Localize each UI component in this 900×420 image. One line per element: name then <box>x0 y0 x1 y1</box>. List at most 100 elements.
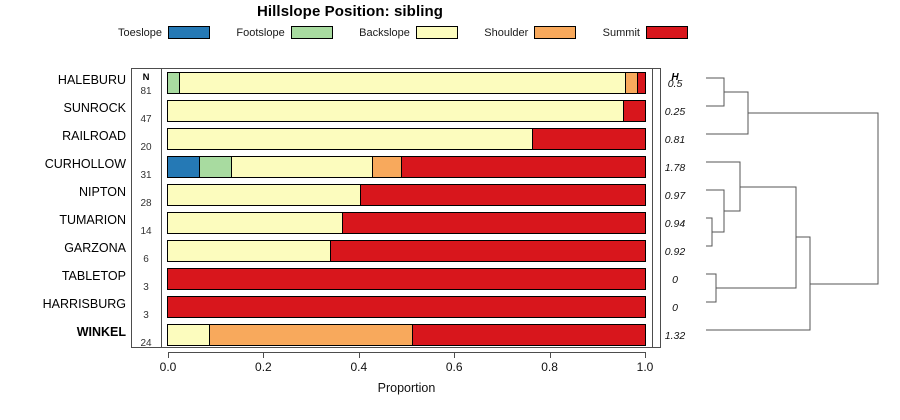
stacked-bar[interactable] <box>167 212 646 234</box>
bar-segment-summit[interactable] <box>168 269 645 289</box>
row-label-railroad: RAILROAD <box>62 129 126 143</box>
chart-row: HARRISBURG 3 0 <box>0 296 900 325</box>
legend-label: Backslope <box>359 26 410 39</box>
legend-label: Shoulder <box>484 26 529 39</box>
legend-label: Toeslope <box>118 26 163 39</box>
bar-segment-shoulder[interactable] <box>209 325 413 345</box>
dendro-link-haleburu-sunrock <box>706 77 725 107</box>
legend-label: Summit <box>602 26 640 39</box>
legend-swatch-toeslope <box>168 26 211 39</box>
row-n-value: 3 <box>143 282 149 293</box>
x-tick-label: 0.8 <box>541 360 558 374</box>
row-label-sunrock: SUNROCK <box>63 101 126 115</box>
h-column-header: H <box>671 72 679 83</box>
n-column-divider <box>161 68 162 348</box>
row-h-value: 0.92 <box>664 246 686 258</box>
chart-row: NIPTON 28 0.97 <box>0 184 900 213</box>
legend-swatch-summit <box>645 26 688 39</box>
bar-segment-summit[interactable] <box>637 73 645 93</box>
dendro-link-nipton-tg <box>706 189 725 233</box>
bar-segment-backslope[interactable] <box>168 185 362 205</box>
bar-segment-backslope[interactable] <box>168 241 332 261</box>
legend-entry-footslope[interactable]: Footslope <box>236 26 333 39</box>
bar-segment-backslope[interactable] <box>231 157 374 177</box>
bar-segment-footslope[interactable] <box>168 73 180 93</box>
dendro-link-root <box>748 112 879 285</box>
x-tick <box>549 352 551 358</box>
row-label-haleburu: HALEBURU <box>57 73 126 87</box>
legend-entry-toeslope[interactable]: Toeslope <box>118 26 211 39</box>
row-label-tabletop: TABLETOP <box>61 269 126 283</box>
legend-entry-backslope[interactable]: Backslope <box>359 26 458 39</box>
row-h-value: 0.5 <box>667 78 683 90</box>
row-n-value: 28 <box>140 198 152 209</box>
bar-segment-summit[interactable] <box>168 297 645 317</box>
x-tick-label: 1.0 <box>636 360 654 374</box>
stacked-bar[interactable] <box>167 100 646 122</box>
chart-row: SUNROCK 47 0.25 <box>0 100 900 129</box>
legend-swatch-shoulder <box>534 26 577 39</box>
stacked-bar[interactable] <box>167 184 646 206</box>
bar-segment-shoulder[interactable] <box>625 73 638 93</box>
dendrogram-links <box>706 77 879 331</box>
bar-segment-summit[interactable] <box>361 185 645 205</box>
bar-segment-backslope[interactable] <box>168 325 210 345</box>
row-n-value: 31 <box>140 170 152 181</box>
row-h-value: 0.81 <box>664 134 686 146</box>
row-label-nipton: NIPTON <box>79 185 126 199</box>
x-tick-label: 0.2 <box>255 360 272 374</box>
legend-swatch-backslope <box>415 26 458 39</box>
stacked-bar[interactable] <box>167 296 646 318</box>
bar-segment-backslope[interactable] <box>168 101 625 121</box>
h-column-divider <box>652 68 653 348</box>
bar-segment-summit[interactable] <box>624 101 645 121</box>
stacked-bar[interactable] <box>167 324 646 346</box>
row-n-value: 14 <box>140 226 152 237</box>
dendro-link-upper-lower <box>716 186 797 289</box>
x-tick <box>645 352 646 358</box>
bar-segment-summit[interactable] <box>532 129 645 149</box>
bar-segment-footslope[interactable] <box>199 157 232 177</box>
stacked-bar[interactable] <box>167 128 646 150</box>
row-n-value: 47 <box>140 114 152 125</box>
page-title: Hillslope Position: sibling <box>256 3 444 20</box>
x-tick <box>358 352 360 358</box>
row-h-value: 0.97 <box>664 190 686 202</box>
bar-segment-summit[interactable] <box>331 241 645 261</box>
n-column-header: N <box>142 72 150 83</box>
dendro-link-a-railroad <box>706 91 749 135</box>
stacked-bar[interactable] <box>167 156 646 178</box>
row-n-value: 81 <box>140 86 152 97</box>
legend-entry-summit[interactable]: Summit <box>603 26 688 39</box>
row-label-garzona: GARZONA <box>64 241 126 255</box>
x-axis-title: Proportion <box>377 381 436 395</box>
row-h-value: 0.94 <box>664 218 686 230</box>
dendro-link-tumarion-garzona <box>706 217 713 247</box>
legend-entry-shoulder[interactable]: Shoulder <box>484 26 577 39</box>
stacked-bar[interactable] <box>167 268 646 290</box>
row-n-value: 6 <box>143 254 149 265</box>
row-h-value: 0.25 <box>664 106 686 118</box>
bar-segment-summit[interactable] <box>402 157 645 177</box>
bar-segment-backslope[interactable] <box>168 129 533 149</box>
bar-segment-backslope[interactable] <box>179 73 626 93</box>
chart-row: TUMARION 14 0.94 <box>0 212 900 241</box>
row-n-value: 24 <box>140 338 152 349</box>
chart-row: WINKEL 24 1.32 <box>0 324 900 353</box>
bar-segment-summit[interactable] <box>412 325 645 345</box>
bar-segment-toeslope[interactable] <box>168 157 200 177</box>
stacked-bar[interactable] <box>167 240 646 262</box>
chart-row: CURHOLLOW 31 1.78 <box>0 156 900 185</box>
chart-row: TABLETOP 3 0 <box>0 268 900 297</box>
chart-row: RAILROAD 20 0.81 <box>0 128 900 157</box>
row-h-value: 0 <box>672 302 678 314</box>
stacked-bar[interactable] <box>167 72 646 94</box>
bar-segment-summit[interactable] <box>343 213 645 233</box>
bar-segment-backslope[interactable] <box>168 213 344 233</box>
bar-segment-shoulder[interactable] <box>373 157 403 177</box>
dendrogram <box>700 68 900 348</box>
row-label-curhollow: CURHOLLOW <box>44 157 126 171</box>
legend-label: Footslope <box>236 26 285 39</box>
x-tick <box>263 352 265 358</box>
x-tick <box>454 352 456 358</box>
